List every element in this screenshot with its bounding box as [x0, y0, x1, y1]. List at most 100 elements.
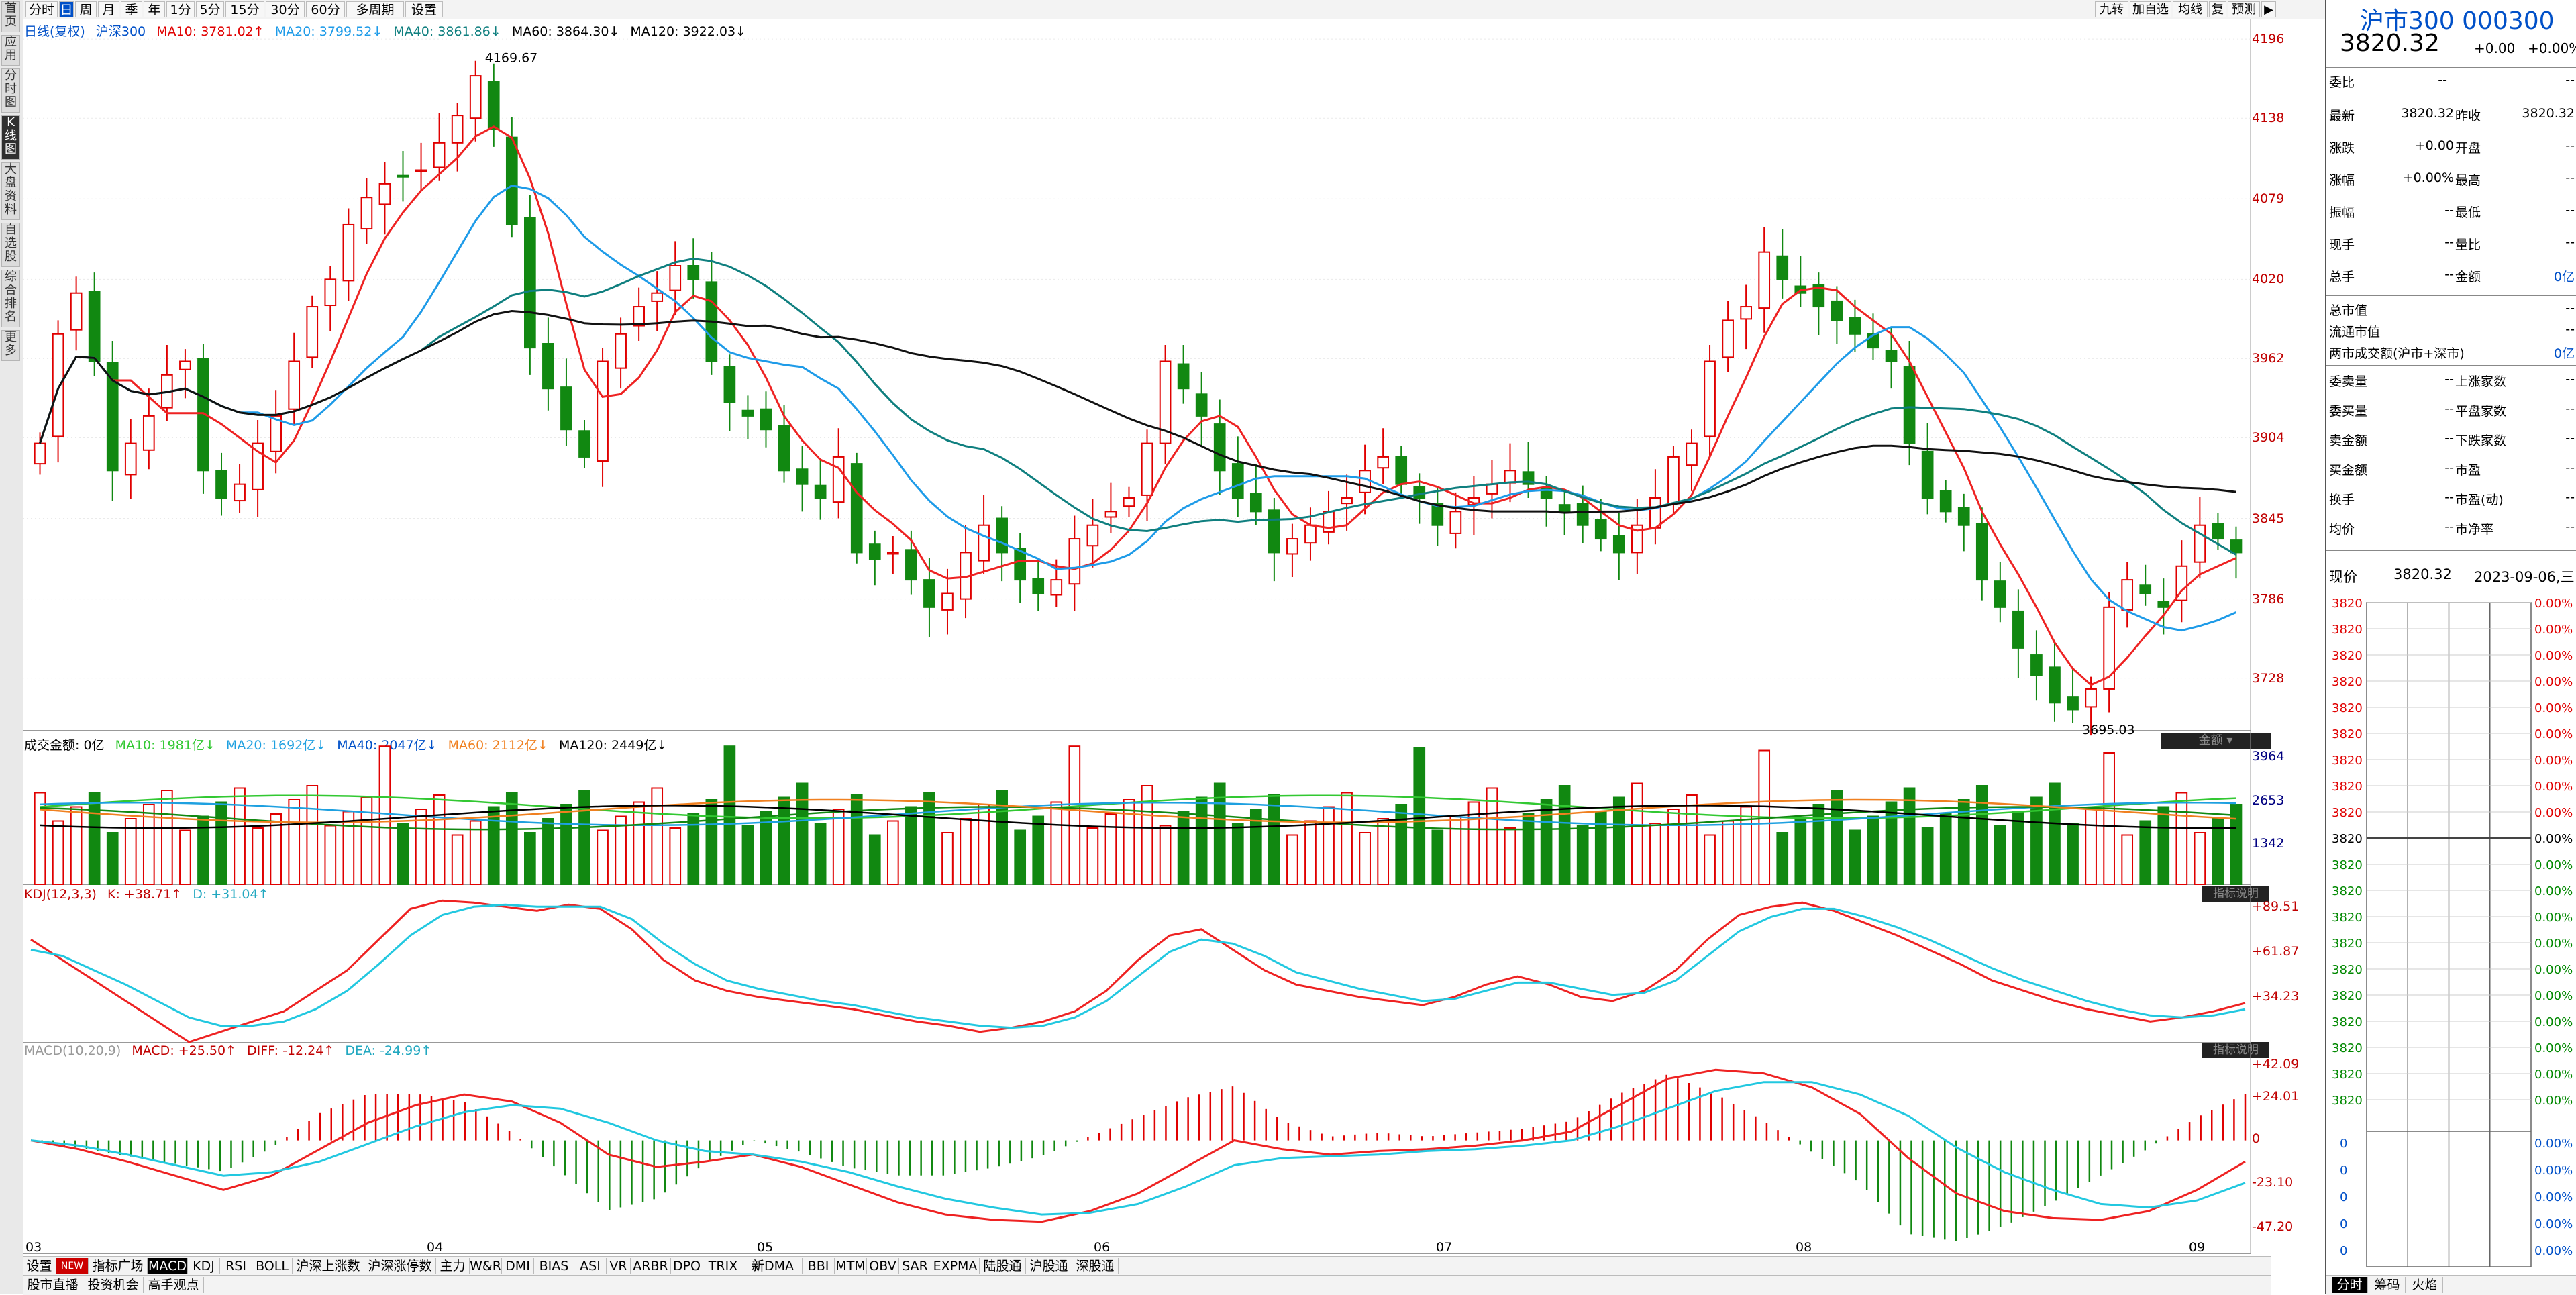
indicator-tab-9[interactable]: 主力: [436, 1258, 470, 1274]
now-price: 3820.32: [2393, 566, 2452, 582]
rail-item-4[interactable]: 大盘资料: [1, 162, 20, 220]
period-tab-12[interactable]: 设置: [405, 1, 443, 17]
quote-row: 委卖量 -- 上涨家数 --: [2326, 372, 2576, 389]
quote-value: +0.00: [2414, 138, 2454, 153]
volume-bar: [1431, 829, 1444, 885]
indicator-tab-23[interactable]: EXPMA: [931, 1258, 980, 1274]
mini-left-label: 3820: [2332, 754, 2363, 768]
indicator-tab-0[interactable]: 设置: [23, 1258, 56, 1274]
candle-body: [796, 468, 809, 485]
period-tab-11[interactable]: 多周期: [346, 1, 404, 17]
indicator-tab-10[interactable]: W&R: [470, 1258, 502, 1274]
quote-value: --: [2444, 519, 2454, 534]
news-tab-1[interactable]: 投资机会: [83, 1277, 144, 1293]
indicator-tab-22[interactable]: SAR: [899, 1258, 931, 1274]
panel-frame-2: [23, 884, 2251, 1043]
main-legend-ma10: MA10: 3781.02↑: [156, 24, 264, 39]
rail-item-0[interactable]: 首页: [1, 1, 20, 32]
period-tab-5[interactable]: 年: [144, 1, 165, 17]
volume-bar: [597, 829, 609, 885]
candle-body: [1032, 578, 1045, 594]
quote-value: --: [2565, 235, 2575, 250]
quote-key: 最高: [2455, 173, 2481, 188]
candle-body: [1377, 456, 1390, 469]
period-tab-7[interactable]: 5分: [196, 1, 224, 17]
indicator-tab-5[interactable]: RSI: [220, 1258, 252, 1274]
mini-vol-right-label: 0.00%: [2534, 1217, 2573, 1231]
indicator-tab-17[interactable]: TRIX: [703, 1258, 743, 1274]
indicator-tab-24[interactable]: 陆股通: [980, 1258, 1026, 1274]
period-tab-8[interactable]: 15分: [225, 1, 264, 17]
candle-body: [197, 358, 209, 472]
period-tab-6[interactable]: 1分: [166, 1, 195, 17]
indicator-tab-6[interactable]: BOLL: [252, 1258, 293, 1274]
chart-tool-0[interactable]: 九转: [2095, 1, 2128, 17]
indicator-tab-15[interactable]: ARBR: [631, 1258, 671, 1274]
volume-bar: [1994, 825, 2006, 885]
indicator-tab-3[interactable]: MACD: [148, 1258, 188, 1274]
news-tab-0[interactable]: 股市直播: [23, 1277, 83, 1293]
indicator-tab-20[interactable]: MTM: [835, 1258, 867, 1274]
indicator-tab-26[interactable]: 深股通: [1072, 1258, 1119, 1274]
volume-bar: [1649, 823, 1661, 885]
period-tab-1[interactable]: 日: [59, 1, 74, 17]
period-tab-4[interactable]: 季: [121, 1, 142, 17]
candle-body: [415, 169, 427, 172]
volume-bar: [905, 806, 917, 885]
period-tab-2[interactable]: 周: [75, 1, 97, 17]
indicator-tab-19[interactable]: BBI: [803, 1258, 835, 1274]
mini-right-label: 0.00%: [2534, 989, 2573, 1003]
volume-bar: [1885, 801, 1898, 885]
kline-chart[interactable]: 4169.67 3695.03: [23, 19, 2271, 1256]
chart-tool-1[interactable]: 加自选: [2130, 1, 2171, 17]
chart-tool-3[interactable]: 复: [2209, 1, 2226, 17]
indicator-tab-13[interactable]: ASI: [574, 1258, 607, 1274]
macd-help-button[interactable]: 指标说明: [2202, 1042, 2269, 1058]
indicator-tab-2[interactable]: 指标广场: [89, 1258, 148, 1274]
period-tab-0[interactable]: 分时: [25, 1, 58, 17]
period-tab-10[interactable]: 60分: [306, 1, 345, 17]
indicator-tab-4[interactable]: KDJ: [188, 1258, 220, 1274]
indicator-tab-21[interactable]: OBV: [867, 1258, 899, 1274]
quote-tab-0[interactable]: 分时: [2332, 1277, 2368, 1293]
indicator-tab-16[interactable]: DPO: [671, 1258, 703, 1274]
indicator-tab-1[interactable]: NEW: [56, 1258, 89, 1274]
kdj-help-button[interactable]: 指标说明: [2202, 886, 2269, 902]
news-tab-2[interactable]: 高手观点: [144, 1277, 204, 1293]
volume-bar: [1594, 811, 1607, 885]
rail-item-1[interactable]: 应用: [1, 35, 20, 66]
candle-body: [397, 174, 409, 178]
kdj-legend-k: K: +38.71↑: [107, 887, 183, 902]
mini-timeshare-chart: 3820 0.00% 3820 0.00% 3820 0.00% 3820 0.00% 3820…: [2332, 597, 2573, 1267]
rail-item-3[interactable]: K线图: [1, 115, 20, 160]
chart-tool-2[interactable]: 均线: [2173, 1, 2208, 17]
candle-body: [2212, 523, 2224, 540]
expand-icon[interactable]: ▶: [2261, 1, 2276, 17]
chart-tool-4[interactable]: 预测: [2228, 1, 2260, 17]
period-tab-3[interactable]: 月: [98, 1, 119, 17]
indicator-tab-25[interactable]: 沪股通: [1026, 1258, 1072, 1274]
volume-mode-select[interactable]: 金额 ▾: [2161, 733, 2271, 749]
volume-bar: [161, 790, 173, 885]
candle-body: [1213, 423, 1226, 472]
mini-vol-right-label: 0.00%: [2534, 1137, 2573, 1151]
quote-tab-2[interactable]: 火焰: [2407, 1277, 2443, 1293]
indicator-tab-18[interactable]: 新DMA: [743, 1258, 803, 1274]
indicator-tab-8[interactable]: 沪深涨停数: [364, 1258, 436, 1274]
indicator-tab-11[interactable]: DMI: [502, 1258, 534, 1274]
indicator-tab-14[interactable]: VR: [607, 1258, 631, 1274]
period-tab-9[interactable]: 30分: [266, 1, 305, 17]
volume-bar: [1014, 829, 1027, 885]
rail-item-2[interactable]: 分时图: [1, 68, 20, 113]
volume-legend-ma120: MA120: 2449亿↓: [558, 738, 668, 753]
indicator-tab-7[interactable]: 沪深上涨数: [293, 1258, 364, 1274]
quote-tab-1[interactable]: 筹码: [2369, 1277, 2406, 1293]
candle-body: [1449, 511, 1462, 534]
quote-row: 最新 3820.32 昨收 3820.32: [2326, 106, 2576, 123]
mini-vol-label: 0: [2340, 1190, 2347, 1204]
indicator-tab-12[interactable]: BIAS: [534, 1258, 574, 1274]
mini-right-label: 0.00%: [2534, 701, 2573, 715]
rail-item-6[interactable]: 综合排名: [1, 270, 20, 327]
rail-item-5[interactable]: 自选股: [1, 223, 20, 267]
rail-item-7[interactable]: 更多: [1, 330, 20, 361]
